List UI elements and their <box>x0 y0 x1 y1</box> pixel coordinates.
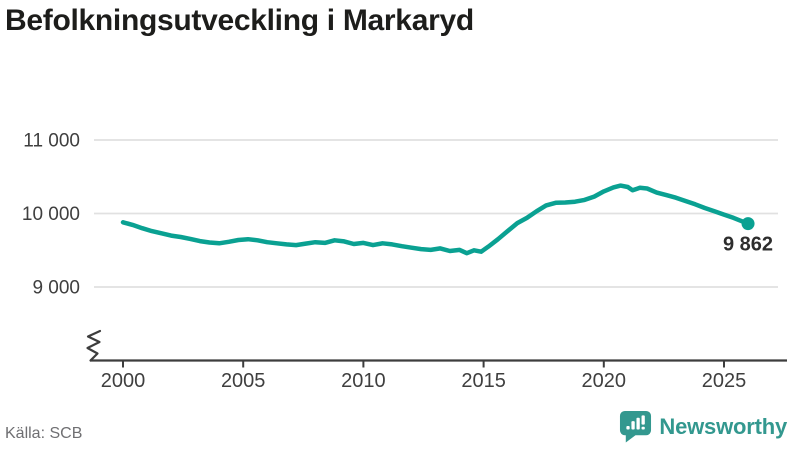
y-tick-label: 10 000 <box>22 204 80 225</box>
source-label: Källa: SCB <box>5 425 83 442</box>
newsworthy-wordmark: Newsworthy <box>659 413 787 439</box>
x-tick-label: 2020 <box>582 370 627 392</box>
chart-title: Befolkningsutveckling i Markaryd <box>5 4 474 37</box>
newsworthy-logo: Newsworthy <box>619 410 787 443</box>
y-tick-label: 11 000 <box>23 131 80 152</box>
population-line <box>120 183 751 256</box>
gridlines <box>94 139 778 288</box>
x-tick-label: 2010 <box>341 370 386 392</box>
x-tick-label: 2015 <box>461 370 506 392</box>
y-tick-label: 9 000 <box>32 278 80 299</box>
x-tick-label: 2025 <box>702 370 747 392</box>
population-line-series: 9 862 <box>120 183 773 256</box>
x-tick-label: 2000 <box>101 370 146 392</box>
end-point-label: 9 862 <box>723 234 773 256</box>
end-point-dot <box>741 217 755 231</box>
axis-break-icon <box>86 329 102 362</box>
x-axis: 2000 2005 2010 2015 2020 2025 <box>86 329 787 392</box>
x-tick-label: 2005 <box>221 370 266 392</box>
bar-chart-speech-bubble-icon <box>620 410 652 443</box>
y-axis-labels: 11 000 10 000 9 000 <box>22 131 80 299</box>
